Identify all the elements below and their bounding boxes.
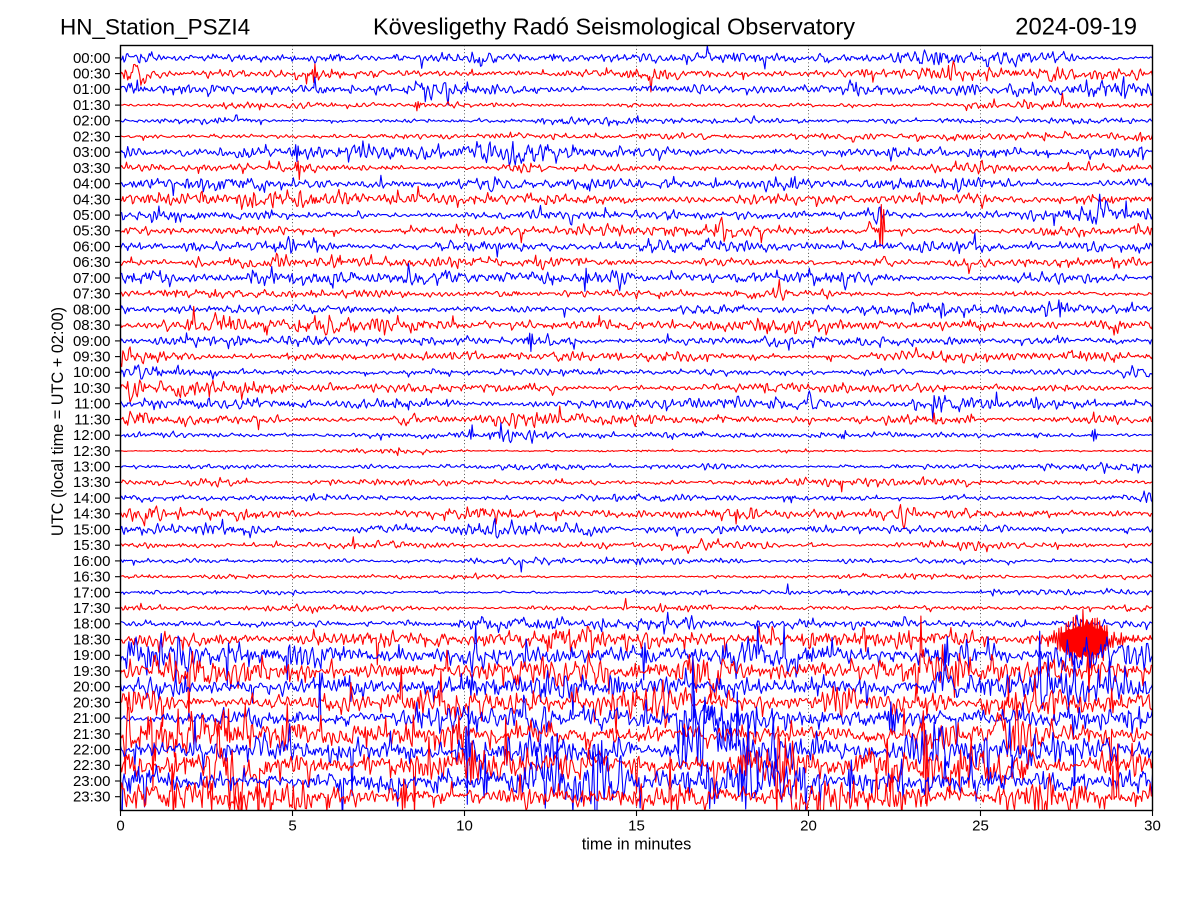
svg-text:11:30: 11:30 (74, 411, 110, 428)
svg-text:06:00: 06:00 (73, 238, 111, 255)
svg-text:HN_Station_PSZI4: HN_Station_PSZI4 (60, 15, 250, 40)
svg-text:06:30: 06:30 (73, 254, 111, 271)
svg-text:02:30: 02:30 (73, 128, 111, 145)
svg-text:04:30: 04:30 (73, 191, 111, 208)
svg-text:30: 30 (1144, 818, 1161, 835)
svg-text:5: 5 (288, 818, 296, 835)
svg-text:20:30: 20:30 (73, 694, 111, 711)
svg-text:13:00: 13:00 (73, 459, 111, 476)
svg-text:01:00: 01:00 (73, 81, 111, 98)
svg-text:17:30: 17:30 (73, 600, 111, 617)
svg-text:00:00: 00:00 (73, 50, 111, 67)
svg-text:19:00: 19:00 (73, 647, 111, 664)
svg-text:07:00: 07:00 (73, 270, 111, 287)
svg-text:10:00: 10:00 (73, 364, 111, 381)
svg-text:07:30: 07:30 (73, 286, 111, 303)
svg-text:08:30: 08:30 (73, 317, 111, 334)
svg-text:12:30: 12:30 (73, 443, 111, 460)
svg-text:03:30: 03:30 (73, 160, 111, 177)
svg-text:20:00: 20:00 (73, 679, 111, 696)
svg-text:12:00: 12:00 (73, 427, 111, 444)
svg-text:15:30: 15:30 (73, 537, 111, 554)
svg-text:23:30: 23:30 (73, 789, 111, 806)
svg-text:16:00: 16:00 (73, 553, 111, 570)
svg-text:time in minutes: time in minutes (582, 836, 692, 854)
svg-text:23:00: 23:00 (73, 773, 111, 790)
svg-text:18:00: 18:00 (73, 616, 111, 633)
svg-text:05:30: 05:30 (73, 223, 111, 240)
svg-text:22:30: 22:30 (73, 757, 111, 774)
svg-text:13:30: 13:30 (73, 474, 111, 491)
svg-text:2024-09-19: 2024-09-19 (1015, 14, 1137, 41)
svg-text:09:00: 09:00 (73, 333, 111, 350)
svg-text:25: 25 (972, 818, 989, 835)
svg-text:14:00: 14:00 (73, 490, 111, 507)
svg-text:05:00: 05:00 (73, 207, 111, 224)
svg-text:UTC (local time = UTC + 02:00): UTC (local time = UTC + 02:00) (49, 307, 67, 536)
svg-text:01:30: 01:30 (73, 97, 111, 114)
svg-text:20: 20 (800, 818, 817, 835)
svg-text:09:30: 09:30 (73, 349, 111, 366)
svg-text:08:00: 08:00 (73, 301, 111, 318)
svg-text:02:00: 02:00 (73, 113, 111, 130)
svg-text:18:30: 18:30 (73, 631, 111, 648)
svg-text:15: 15 (628, 818, 645, 835)
svg-text:21:00: 21:00 (73, 710, 111, 727)
svg-text:04:00: 04:00 (73, 176, 111, 193)
svg-text:22:00: 22:00 (73, 742, 111, 759)
svg-text:17:00: 17:00 (73, 584, 111, 601)
svg-text:15:00: 15:00 (73, 521, 111, 538)
svg-text:03:00: 03:00 (73, 144, 111, 161)
svg-text:14:30: 14:30 (73, 506, 111, 523)
svg-text:11:00: 11:00 (74, 396, 110, 413)
svg-text:Kövesligethy Radó Seismologica: Kövesligethy Radó Seismological Observat… (373, 14, 855, 40)
svg-text:16:30: 16:30 (73, 569, 111, 586)
svg-text:0: 0 (116, 818, 124, 835)
svg-text:21:30: 21:30 (73, 726, 111, 743)
svg-text:00:30: 00:30 (73, 66, 111, 83)
svg-text:10:30: 10:30 (73, 380, 111, 397)
svg-text:10: 10 (456, 818, 473, 835)
svg-text:19:30: 19:30 (73, 663, 111, 680)
